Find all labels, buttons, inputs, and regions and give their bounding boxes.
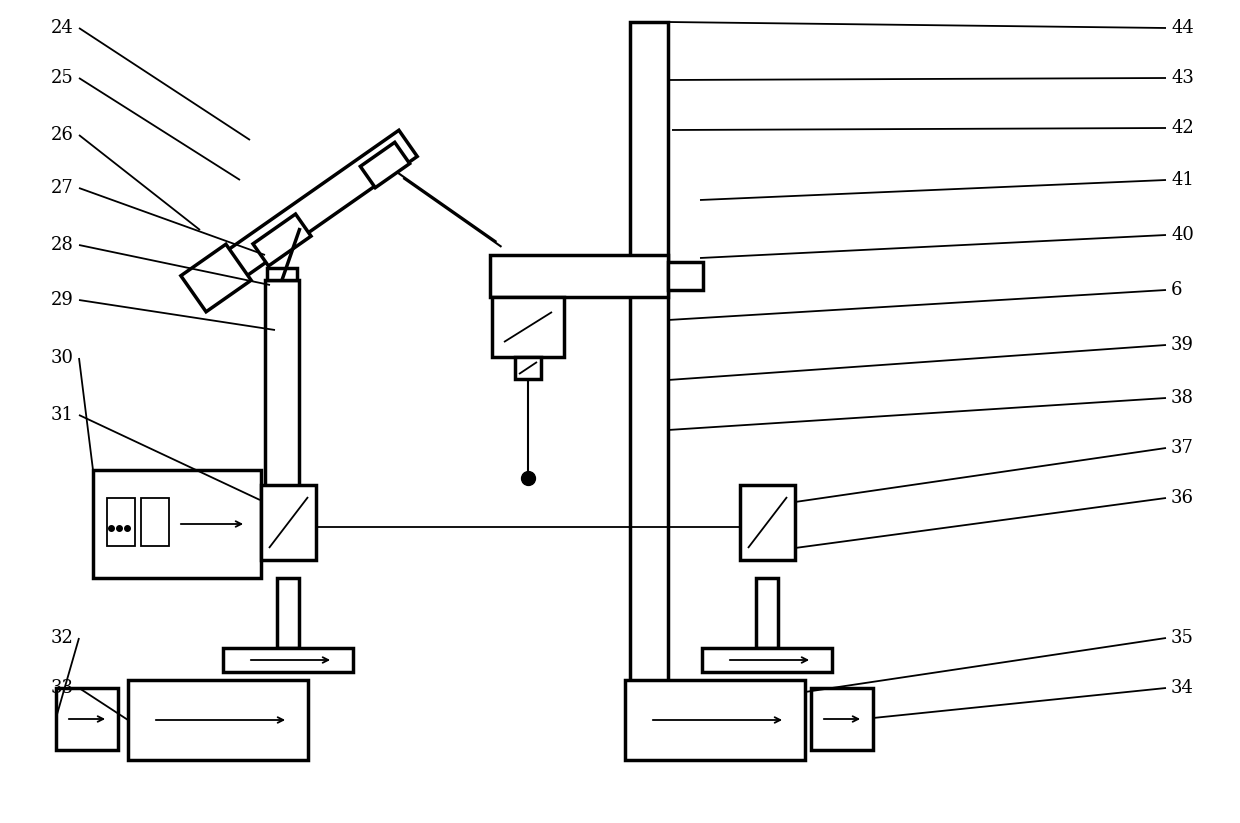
Text: 39: 39	[1171, 336, 1194, 354]
Bar	[141, 498, 169, 546]
Bar	[625, 680, 805, 760]
Text: 44: 44	[1171, 19, 1194, 37]
Text: 43: 43	[1171, 69, 1194, 87]
Bar	[702, 648, 832, 672]
Text: 27: 27	[51, 179, 74, 197]
Text: 30: 30	[51, 349, 74, 367]
Bar	[56, 688, 118, 750]
Bar	[756, 578, 777, 648]
Text: 37: 37	[1171, 439, 1194, 457]
Polygon shape	[181, 244, 252, 312]
Text: 41: 41	[1171, 171, 1194, 189]
Text: 42: 42	[1171, 119, 1194, 137]
Text: 28: 28	[51, 236, 74, 254]
Text: 34: 34	[1171, 679, 1194, 697]
Bar	[630, 22, 668, 682]
Polygon shape	[223, 130, 417, 280]
Bar	[740, 485, 795, 560]
Text: 26: 26	[51, 126, 74, 144]
Text: 24: 24	[51, 19, 74, 37]
Bar	[267, 268, 298, 280]
Bar	[277, 578, 299, 648]
Polygon shape	[253, 214, 311, 266]
Text: 38: 38	[1171, 389, 1194, 407]
Text: 25: 25	[51, 69, 74, 87]
Bar	[93, 470, 260, 578]
Text: 32: 32	[51, 629, 74, 647]
Text: 35: 35	[1171, 629, 1194, 647]
Text: 33: 33	[51, 679, 74, 697]
Bar	[223, 648, 353, 672]
Text: 36: 36	[1171, 489, 1194, 507]
Text: 29: 29	[51, 291, 74, 309]
Bar	[668, 262, 703, 290]
Bar	[811, 688, 873, 750]
Bar	[490, 255, 668, 297]
Bar	[128, 680, 308, 760]
Bar	[515, 357, 541, 379]
Text: 40: 40	[1171, 226, 1194, 244]
Bar	[260, 485, 316, 560]
Polygon shape	[361, 142, 409, 188]
Bar	[107, 498, 135, 546]
Bar	[492, 297, 564, 357]
Text: 6: 6	[1171, 281, 1183, 299]
Text: 31: 31	[51, 406, 74, 424]
Bar	[265, 280, 299, 495]
